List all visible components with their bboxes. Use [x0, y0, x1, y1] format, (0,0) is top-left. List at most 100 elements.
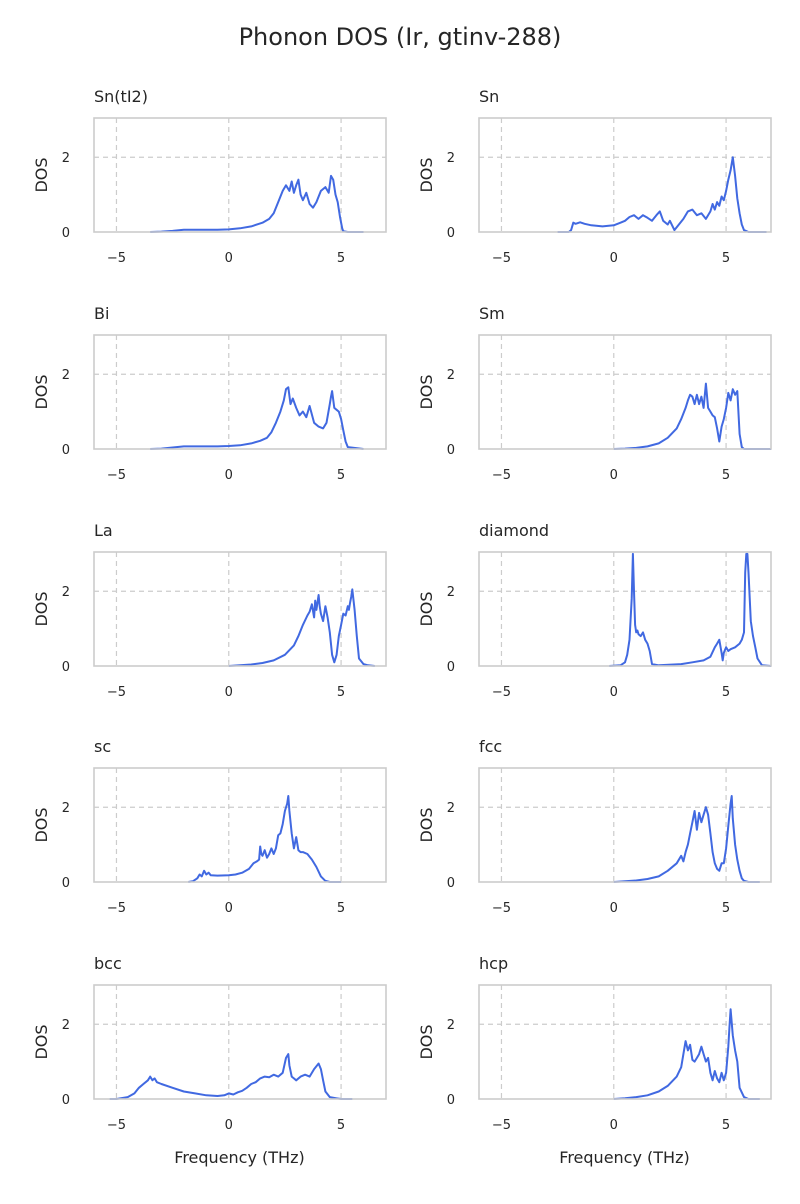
y-axis-label: DOS — [417, 1024, 436, 1059]
y-tick-label: 0 — [62, 1093, 70, 1108]
y-axis-label: DOS — [32, 807, 51, 842]
y-tick-label: 0 — [447, 660, 455, 675]
y-tick-label: 2 — [447, 1018, 455, 1033]
x-tick-label: 0 — [225, 251, 233, 266]
x-tick-label: 5 — [722, 685, 730, 700]
y-axis-label: DOS — [32, 1024, 51, 1059]
subplot-1: Sn DOS −5 0 5 0 2 — [417, 87, 772, 266]
dos-line — [228, 588, 375, 667]
y-tick-label: 2 — [62, 1018, 70, 1033]
y-axis-label: DOS — [32, 157, 51, 192]
subplot-4: La DOS −5 0 5 0 2 — [32, 521, 387, 700]
dos-line — [613, 1008, 760, 1100]
dos-line — [150, 386, 364, 450]
x-tick-label: 5 — [337, 468, 345, 483]
y-tick-label: 2 — [62, 151, 70, 166]
dos-line — [613, 382, 771, 450]
x-tick-label: −5 — [492, 685, 511, 700]
x-tick-label: 0 — [610, 901, 618, 916]
x-tick-label: 5 — [337, 1118, 345, 1133]
x-tick-label: −5 — [107, 1118, 126, 1133]
x-tick-label: 0 — [225, 685, 233, 700]
y-tick-label: 0 — [62, 876, 70, 891]
x-tick-label: 0 — [225, 1118, 233, 1133]
x-axis-label-right: Frequency (THz) — [559, 1148, 689, 1167]
subplot-0: Sn(tI2) DOS −5 0 5 0 2 — [32, 87, 387, 266]
x-tick-label: 5 — [722, 251, 730, 266]
y-axis-label: DOS — [417, 807, 436, 842]
subplot-title: bcc — [94, 954, 122, 973]
y-tick-label: 2 — [447, 151, 455, 166]
y-tick-label: 2 — [62, 368, 70, 383]
x-tick-label: −5 — [492, 251, 511, 266]
y-tick-label: 0 — [447, 226, 455, 241]
y-tick-label: 0 — [62, 226, 70, 241]
x-tick-label: 0 — [225, 468, 233, 483]
y-tick-label: 2 — [62, 801, 70, 816]
y-tick-label: 2 — [62, 585, 70, 600]
dos-line — [557, 156, 767, 233]
x-tick-label: 0 — [610, 1118, 618, 1133]
subplot-8: bcc DOS −5 0 5 0 2 — [32, 954, 387, 1133]
subplot-2: Bi DOS −5 0 5 0 2 — [32, 304, 387, 483]
y-axis-label: DOS — [417, 157, 436, 192]
x-tick-label: −5 — [107, 468, 126, 483]
subplot-title: Bi — [94, 304, 109, 323]
subplot-7: fcc DOS −5 0 5 0 2 — [417, 737, 772, 916]
x-tick-label: 0 — [610, 251, 618, 266]
subplot-9: hcp DOS −5 0 5 0 2 — [417, 954, 772, 1133]
subplot-title: Sm — [479, 304, 505, 323]
subplot-title: sc — [94, 737, 111, 756]
axes-frame — [478, 334, 772, 450]
axes-frame — [478, 551, 772, 667]
x-tick-label: 0 — [610, 685, 618, 700]
x-tick-label: −5 — [107, 685, 126, 700]
axes-frame — [478, 117, 772, 233]
axes-frame — [93, 551, 387, 667]
dos-line — [188, 795, 342, 883]
subplot-title: La — [94, 521, 113, 540]
subplot-3: Sm DOS −5 0 5 0 2 — [417, 304, 772, 483]
x-axis-label-left: Frequency (THz) — [174, 1148, 304, 1167]
subplot-title: diamond — [479, 521, 549, 540]
dos-line — [613, 795, 760, 883]
y-tick-label: 2 — [447, 368, 455, 383]
x-tick-label: 5 — [722, 468, 730, 483]
axes-frame — [93, 334, 387, 450]
x-tick-label: −5 — [492, 1118, 511, 1133]
y-axis-label: DOS — [32, 591, 51, 626]
subplot-5: diamond DOS −5 0 5 0 2 — [417, 521, 772, 700]
x-tick-label: −5 — [107, 901, 126, 916]
subplot-title: Sn — [479, 87, 499, 106]
x-tick-label: 5 — [722, 901, 730, 916]
x-tick-label: 5 — [337, 251, 345, 266]
x-tick-label: 5 — [722, 1118, 730, 1133]
subplot-6: sc DOS −5 0 5 0 2 — [32, 737, 387, 916]
figure-title: Phonon DOS (Ir, gtinv-288) — [239, 23, 562, 51]
y-tick-label: 0 — [447, 876, 455, 891]
axes-frame — [478, 767, 772, 883]
subplot-title: fcc — [479, 737, 502, 756]
y-axis-label: DOS — [417, 374, 436, 409]
x-tick-label: 0 — [610, 468, 618, 483]
y-tick-label: 0 — [62, 660, 70, 675]
axes-frame — [93, 984, 387, 1100]
y-tick-label: 0 — [447, 443, 455, 458]
y-tick-label: 2 — [447, 801, 455, 816]
x-tick-label: 5 — [337, 901, 345, 916]
x-tick-label: −5 — [492, 468, 511, 483]
dos-line — [150, 174, 364, 233]
x-tick-label: −5 — [107, 251, 126, 266]
axes-frame — [93, 117, 387, 233]
dos-line — [609, 552, 772, 667]
y-tick-label: 0 — [447, 1093, 455, 1108]
subplot-title: Sn(tI2) — [94, 87, 148, 106]
y-axis-label: DOS — [32, 374, 51, 409]
subplot-title: hcp — [479, 954, 508, 973]
dos-line — [109, 1053, 353, 1100]
axes-frame — [93, 767, 387, 883]
x-tick-label: 0 — [225, 901, 233, 916]
